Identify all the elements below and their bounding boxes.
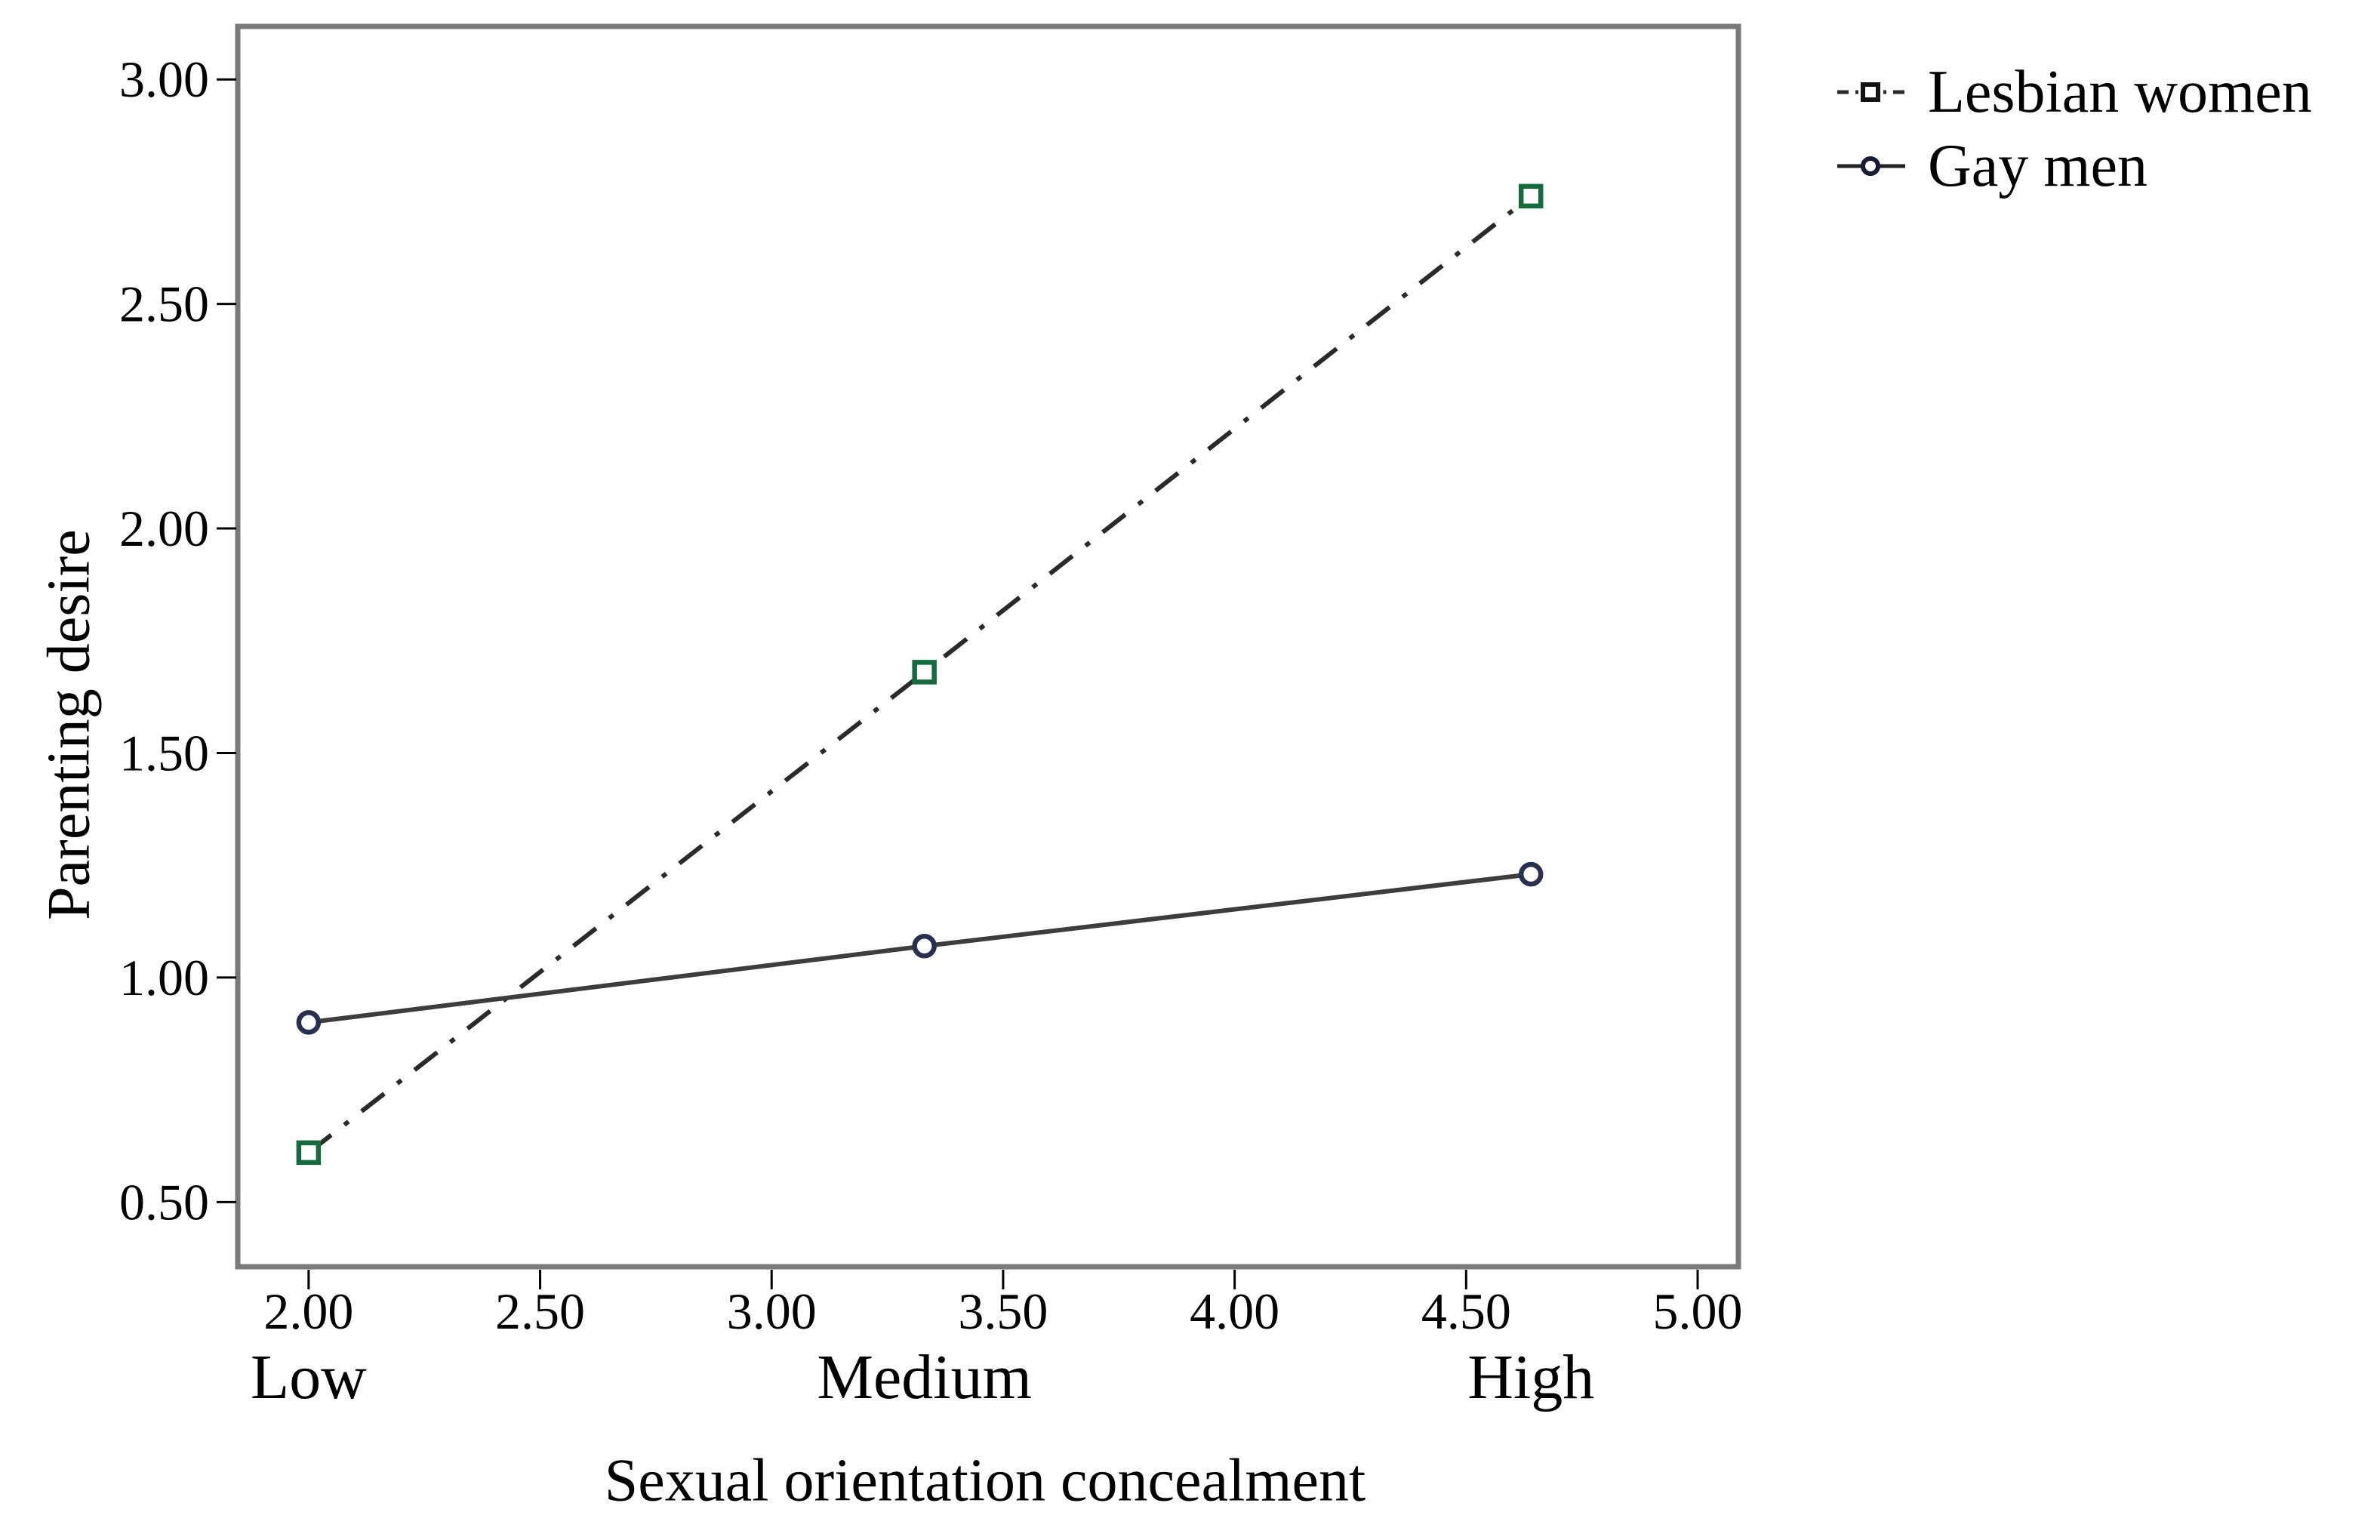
x-tick-label: 2.00: [263, 1283, 353, 1340]
legend: Lesbian women Gay men: [1836, 59, 2312, 199]
x-tick-label: 3.50: [958, 1283, 1048, 1340]
dash-dot-square-marker-icon: [1837, 82, 1905, 102]
y-tick-label: 0.50: [119, 1173, 209, 1230]
x-category-label: Low: [251, 1342, 367, 1412]
legend-label: Lesbian women: [1928, 59, 2312, 125]
square-marker: [912, 660, 937, 685]
square-marker: [296, 1140, 322, 1166]
circle-marker: [912, 934, 937, 959]
series-line-lesbian-women: [307, 194, 1533, 1155]
circle-marker: [296, 1010, 322, 1035]
y-tick-label: 2.00: [119, 500, 209, 557]
y-tick-label: 2.50: [119, 276, 209, 333]
legend-label: Gay men: [1928, 133, 2148, 199]
x-tick-label: 3.00: [727, 1283, 817, 1340]
x-tick-label: 4.00: [1190, 1283, 1279, 1340]
y-tick-label: 3.00: [119, 51, 209, 108]
y-tick-label: 1.00: [119, 949, 209, 1006]
x-axis-title: Sexual orientation concealment: [604, 1447, 1366, 1514]
circle-marker: [1518, 861, 1544, 887]
legend-item-gay-men: Gay men: [1836, 133, 2312, 199]
square-marker: [1518, 183, 1544, 209]
y-tick-label: 1.50: [119, 724, 209, 781]
x-category-label: High: [1467, 1342, 1594, 1412]
x-tick-label: 2.50: [495, 1283, 585, 1340]
y-axis-title: Parenting desire: [35, 529, 103, 920]
x-tick-label: 5.00: [1653, 1283, 1743, 1340]
solid-line-circle-marker-icon: [1837, 156, 1905, 176]
x-tick-label: 4.50: [1421, 1283, 1511, 1340]
legend-item-lesbian-women: Lesbian women: [1836, 59, 2312, 125]
plot-frame: [235, 23, 1741, 1270]
x-category-label: Medium: [817, 1342, 1032, 1412]
